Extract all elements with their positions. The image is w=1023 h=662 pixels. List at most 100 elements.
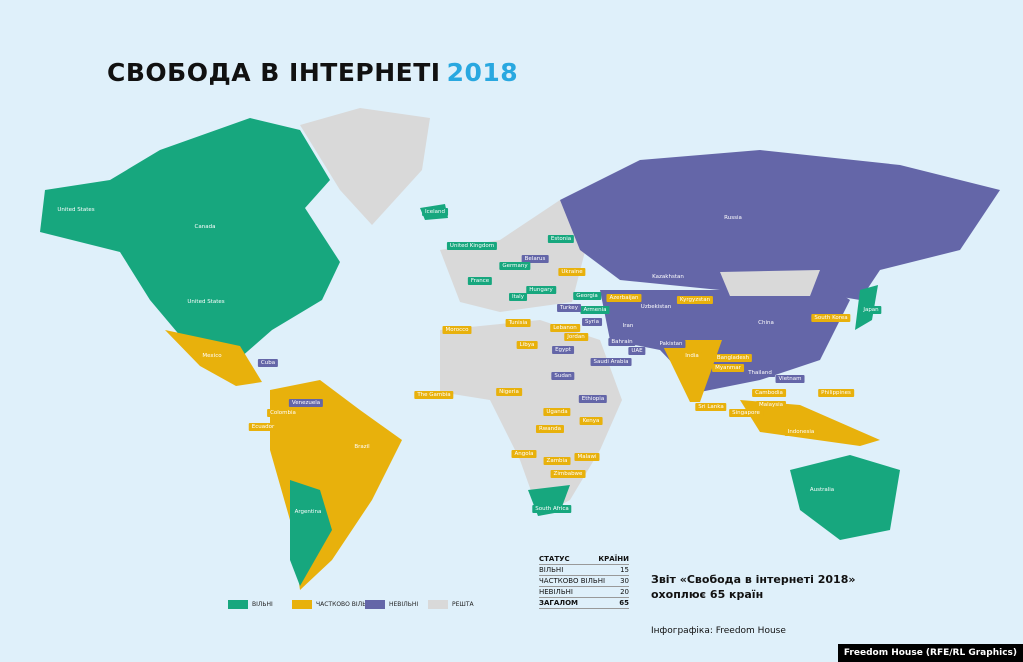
country-label: Vietnam xyxy=(775,375,805,383)
table-row: ВІЛЬНІ 15 xyxy=(539,565,629,576)
country-label: Canada xyxy=(191,223,219,231)
country-label: Malawi xyxy=(574,453,600,461)
row-value: 15 xyxy=(620,566,629,574)
legend-swatch xyxy=(365,600,385,609)
legend-label: ЧАСТКОВО ВІЛЬНІ xyxy=(316,601,373,608)
country-label: Russia xyxy=(721,214,745,222)
country-label: Kazakhstan xyxy=(649,273,687,281)
credit: Інфографіка: Freedom House xyxy=(651,626,786,636)
legend-label: РЕШТА xyxy=(452,601,474,608)
country-label: India xyxy=(682,352,702,360)
argentina xyxy=(290,480,332,586)
table-body: ВІЛЬНІ 15 ЧАСТКОВО ВІЛЬНІ 30 НЕВІЛЬНІ 20 xyxy=(539,565,629,598)
table-header: СТАТУС КРАЇНИ xyxy=(539,554,629,565)
country-label: Egypt xyxy=(552,346,574,354)
legend-label: ВІЛЬНІ xyxy=(252,601,273,608)
status-table: СТАТУС КРАЇНИ ВІЛЬНІ 15 ЧАСТКОВО ВІЛЬНІ 30 НЕ… xyxy=(539,554,629,609)
legend-swatch xyxy=(292,600,312,609)
country-label: Ethiopia xyxy=(578,395,608,403)
africa xyxy=(440,320,622,516)
country-label: Japan xyxy=(860,306,882,314)
country-label: Tunisia xyxy=(505,319,531,327)
country-label: Bangladesh xyxy=(713,354,753,362)
note-line: Звіт «Свобода в інтернеті 2018» xyxy=(651,573,856,586)
legend-item: ЧАСТКОВО ВІЛЬНІ xyxy=(292,600,373,609)
country-label: Malaysia xyxy=(755,401,787,409)
total-label: ЗАГАЛОМ xyxy=(539,599,578,607)
country-label: Sudan xyxy=(551,372,575,380)
country-label: United States xyxy=(184,298,228,306)
row-label: ЧАСТКОВО ВІЛЬНІ xyxy=(539,577,606,585)
country-label: Venezuela xyxy=(288,399,324,407)
country-label: Bahrain xyxy=(608,338,636,346)
country-label: Hungary xyxy=(526,286,556,294)
footer: Freedom House (RFE/RL Graphics) xyxy=(837,644,1023,662)
country-label: The Gambia xyxy=(414,391,454,399)
country-label: Syria xyxy=(582,318,602,326)
country-label: Brazil xyxy=(351,443,373,451)
country-label: Kenya xyxy=(579,417,603,425)
title-text: СВОБОДА В ІНТЕРНЕТІ xyxy=(107,58,441,87)
country-label: Zimbabwe xyxy=(550,470,586,478)
india xyxy=(660,340,722,402)
legend-item: РЕШТА xyxy=(428,600,474,609)
header-cell: КРАЇНИ xyxy=(598,555,629,563)
country-label: UAE xyxy=(628,347,646,355)
country-label: China xyxy=(755,319,777,327)
country-label: Thailand xyxy=(745,369,775,377)
country-label: Colombia xyxy=(267,409,299,417)
title: СВОБОДА В ІНТЕРНЕТІ 2018 xyxy=(107,58,518,87)
country-label: Italy xyxy=(509,293,527,301)
country-label: United States xyxy=(54,206,98,214)
north-america xyxy=(40,118,340,358)
country-label: Angola xyxy=(511,450,537,458)
country-label: France xyxy=(467,277,493,285)
country-label: Lebanon xyxy=(550,324,580,332)
country-label: Zambia xyxy=(543,457,571,465)
country-label: Turkey xyxy=(557,304,581,312)
legend-label: НЕВІЛЬНІ xyxy=(389,601,419,608)
country-label: Libya xyxy=(516,341,538,349)
country-label: Philippines xyxy=(818,389,854,397)
country-label: Ecuador xyxy=(248,423,278,431)
legend-swatch xyxy=(228,600,248,609)
legend-swatch xyxy=(428,600,448,609)
country-label: Kyrgyzstan xyxy=(676,296,714,304)
country-label: Indonesia xyxy=(784,428,818,436)
country-label: Morocco xyxy=(442,326,472,334)
country-label: Belarus xyxy=(521,255,549,263)
country-label: United Kingdom xyxy=(446,242,498,250)
country-label: Azerbaijan xyxy=(606,294,642,302)
country-label: South Korea xyxy=(811,314,851,322)
table-row: ЧАСТКОВО ВІЛЬНІ 30 xyxy=(539,576,629,587)
note-line: охоплює 65 країн xyxy=(651,588,764,601)
australia xyxy=(790,455,900,540)
row-value: 30 xyxy=(620,577,629,585)
row-label: НЕВІЛЬНІ xyxy=(539,588,573,596)
southeast-asia xyxy=(740,400,880,446)
country-label: Georgia xyxy=(573,292,601,300)
country-label: Pakistan xyxy=(656,340,686,348)
mongolia xyxy=(720,270,820,296)
title-year: 2018 xyxy=(446,58,519,87)
row-value: 20 xyxy=(620,588,629,596)
country-label: South Africa xyxy=(532,505,572,513)
note: Звіт «Свобода в інтернеті 2018» охоплює 6… xyxy=(651,572,855,602)
table-total: ЗАГАЛОМ 65 xyxy=(539,598,629,609)
country-label: Cuba xyxy=(257,359,279,367)
legend-item: ВІЛЬНІ xyxy=(228,600,273,609)
country-label: Armenia xyxy=(580,306,610,314)
country-label: Uzbekistan xyxy=(637,303,675,311)
country-label: Ukraine xyxy=(558,268,586,276)
country-label: Sri Lanka xyxy=(695,403,727,411)
country-label: Rwanda xyxy=(535,425,565,433)
country-label: Australia xyxy=(806,486,838,494)
country-label: Argentina xyxy=(291,508,325,516)
country-label: Saudi Arabia xyxy=(590,358,632,366)
country-label: Germany xyxy=(499,262,531,270)
legend-item: НЕВІЛЬНІ xyxy=(365,600,418,609)
table-row: НЕВІЛЬНІ 20 xyxy=(539,587,629,598)
row-label: ВІЛЬНІ xyxy=(539,566,564,574)
